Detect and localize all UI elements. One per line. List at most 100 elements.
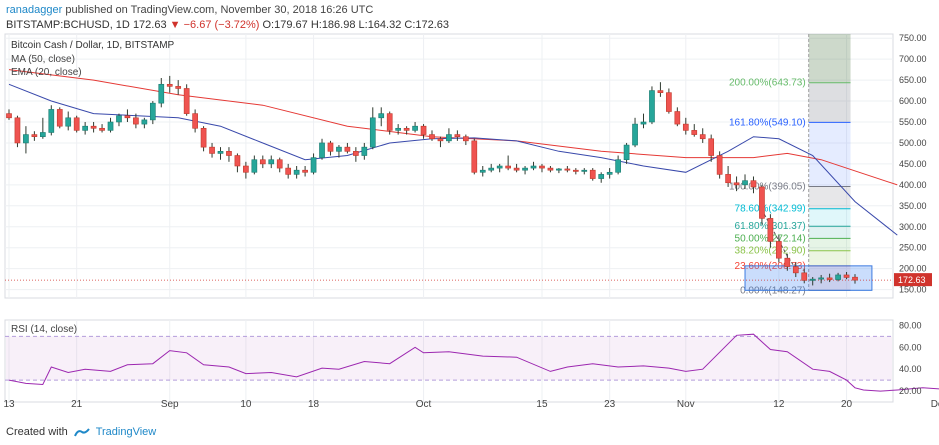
candle [437, 136, 444, 148]
candle [623, 142, 630, 164]
candle [572, 168, 579, 175]
candle-body [183, 88, 190, 114]
candle-body [454, 134, 461, 137]
candle-body [412, 125, 418, 131]
price-axis-label: 500.00 [899, 138, 927, 148]
candle-body [674, 111, 681, 125]
candle [852, 274, 858, 284]
price-chart[interactable]: 200.00%(643.73) 161.80%(549.10) 100.00%(39… [0, 32, 939, 422]
candle [192, 109, 198, 133]
candle-body [259, 159, 266, 165]
candle-body [488, 167, 495, 171]
candle [56, 107, 63, 129]
candle [82, 122, 88, 135]
fib-band [808, 208, 851, 227]
candle [539, 163, 545, 173]
time-axis-label: 12 [773, 399, 785, 410]
candle-body [124, 115, 131, 119]
candle [73, 115, 80, 133]
time-axis-label: 20 [841, 399, 853, 410]
candle-body [23, 134, 29, 144]
time-axis-label: 18 [308, 399, 320, 410]
candle [446, 128, 452, 143]
candle-body [505, 165, 511, 169]
candle [488, 163, 495, 173]
publish-info: published on TradingView.com, November 3… [65, 4, 374, 16]
candle [285, 163, 292, 179]
candle [65, 111, 72, 131]
candle-body [353, 151, 359, 156]
candle [606, 168, 613, 179]
last-price-tag [894, 273, 932, 287]
fib-band-top [808, 34, 851, 83]
time-axis-label: 23 [604, 399, 616, 410]
candle [353, 147, 359, 162]
candle [23, 126, 29, 154]
candle-body [90, 125, 97, 129]
candle-body [107, 121, 114, 131]
price-axis-label: 750.00 [899, 33, 927, 43]
candle-body [572, 169, 579, 172]
price-axis-label: 250.00 [899, 243, 927, 253]
candle [826, 273, 833, 283]
candle-body [31, 134, 38, 137]
created-with-text: Created with [6, 426, 68, 438]
candle-body [776, 241, 782, 259]
candle [99, 124, 105, 133]
candle [691, 124, 698, 137]
candle-body [73, 117, 80, 131]
candle-body [716, 155, 723, 175]
fib-band [808, 238, 851, 251]
candle-body [640, 121, 647, 125]
candle [403, 126, 410, 135]
candle [310, 153, 317, 175]
candle-body [336, 146, 342, 152]
candle-body [801, 272, 808, 281]
candle-body [539, 165, 545, 169]
candle-body [319, 142, 325, 158]
candle-body [395, 127, 401, 131]
candle-body [446, 134, 452, 142]
candle-body [496, 165, 503, 169]
candle-body [166, 83, 173, 87]
candle-body [209, 146, 215, 154]
candle [395, 124, 401, 135]
candle [344, 142, 351, 154]
price-axis-label: 300.00 [899, 222, 927, 232]
candle [31, 131, 38, 141]
legend-entry: MA (50, close) [11, 54, 75, 65]
fib-level-label: 100.00%(396.05) [729, 182, 806, 193]
rsi-pane [4, 319, 894, 403]
candle [133, 113, 139, 129]
candle [234, 153, 241, 173]
candle-body [6, 113, 12, 119]
candle [463, 134, 469, 146]
candle-body [530, 165, 537, 169]
candle [649, 86, 655, 125]
candle [733, 176, 740, 192]
candle-body [691, 130, 698, 135]
candle [226, 147, 232, 162]
candle-body [251, 159, 258, 173]
candle [496, 163, 503, 173]
ohlc-values: O:179.67 H:186.98 L:164.32 C:172.63 [262, 19, 450, 31]
candle-body [234, 155, 241, 167]
candle-body [852, 276, 858, 281]
candle-body [14, 117, 21, 144]
candle [776, 235, 782, 263]
candle [454, 130, 461, 141]
current-price: 172.63 [132, 19, 167, 31]
candle [598, 172, 605, 183]
candle [716, 151, 723, 179]
candle-body [606, 171, 613, 175]
candle-body [615, 159, 621, 173]
candle-body [217, 151, 224, 154]
candle [547, 166, 554, 173]
author-link[interactable]: ranadagger [6, 4, 63, 16]
candle [175, 80, 182, 95]
time-axis-label: 13 [3, 399, 15, 410]
candle [615, 155, 621, 175]
tradingview-brand[interactable]: TradingView [95, 426, 157, 438]
candle [116, 113, 122, 127]
candle-body [784, 257, 791, 267]
